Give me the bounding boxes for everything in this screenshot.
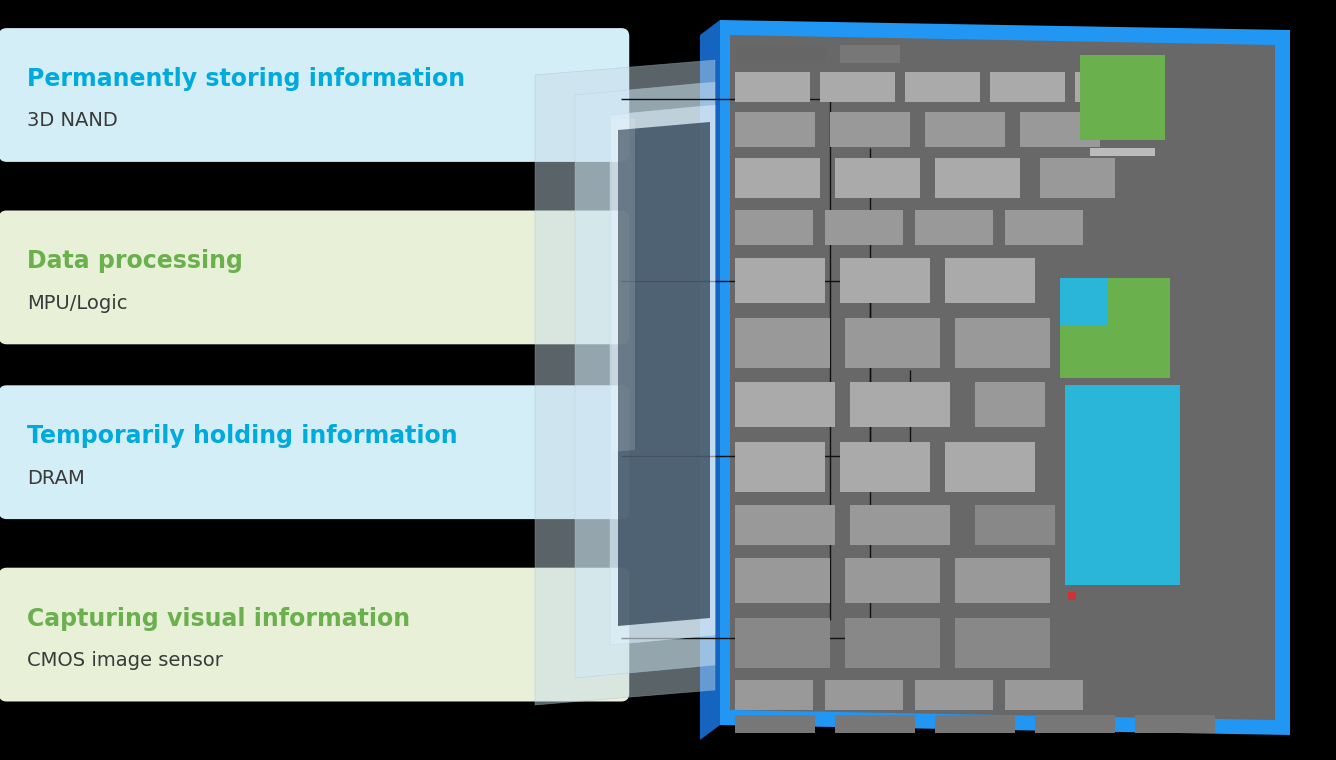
Polygon shape (826, 680, 903, 710)
Polygon shape (1035, 715, 1116, 733)
Polygon shape (1075, 72, 1150, 102)
Polygon shape (840, 45, 900, 63)
Text: Capturing visual information: Capturing visual information (27, 606, 410, 631)
Polygon shape (955, 558, 1050, 603)
Polygon shape (915, 210, 993, 245)
Polygon shape (720, 20, 1291, 735)
Text: DRAM: DRAM (27, 469, 84, 488)
Polygon shape (925, 112, 1005, 147)
Polygon shape (835, 715, 915, 733)
Polygon shape (820, 72, 895, 102)
Polygon shape (935, 158, 1019, 198)
Polygon shape (844, 558, 941, 603)
Polygon shape (844, 618, 941, 668)
Polygon shape (844, 318, 941, 368)
Polygon shape (975, 505, 1055, 545)
Polygon shape (904, 72, 981, 102)
Text: Temporarily holding information: Temporarily holding information (27, 424, 457, 448)
Text: Data processing: Data processing (27, 249, 243, 274)
Polygon shape (850, 505, 950, 545)
Polygon shape (700, 20, 720, 740)
Polygon shape (1019, 112, 1100, 147)
Polygon shape (735, 210, 814, 245)
Polygon shape (612, 118, 635, 452)
Polygon shape (735, 72, 810, 102)
Polygon shape (840, 258, 930, 303)
Polygon shape (945, 258, 1035, 303)
Polygon shape (840, 442, 930, 492)
Polygon shape (955, 618, 1050, 668)
FancyBboxPatch shape (0, 28, 629, 162)
Polygon shape (735, 442, 826, 492)
Polygon shape (574, 82, 715, 678)
Polygon shape (735, 158, 820, 198)
Polygon shape (735, 45, 826, 63)
Polygon shape (735, 618, 830, 668)
Polygon shape (611, 105, 715, 645)
Polygon shape (735, 505, 835, 545)
Polygon shape (735, 258, 826, 303)
FancyBboxPatch shape (0, 385, 629, 519)
Polygon shape (835, 158, 921, 198)
Polygon shape (729, 35, 1275, 720)
Polygon shape (619, 122, 709, 626)
Polygon shape (735, 715, 815, 733)
Polygon shape (1005, 210, 1083, 245)
Polygon shape (1079, 55, 1165, 140)
Polygon shape (1039, 158, 1116, 198)
Polygon shape (1065, 385, 1180, 585)
Text: CMOS image sensor: CMOS image sensor (27, 651, 223, 670)
FancyBboxPatch shape (0, 211, 629, 344)
Polygon shape (830, 112, 910, 147)
Polygon shape (975, 382, 1045, 427)
Text: Permanently storing information: Permanently storing information (27, 67, 465, 91)
Polygon shape (735, 382, 835, 427)
Polygon shape (945, 442, 1035, 492)
Polygon shape (1059, 278, 1108, 326)
Polygon shape (1136, 715, 1214, 733)
Polygon shape (735, 558, 830, 603)
Text: MPU/Logic: MPU/Logic (27, 294, 127, 313)
Polygon shape (1067, 592, 1075, 600)
Polygon shape (735, 680, 814, 710)
Polygon shape (534, 60, 715, 705)
Polygon shape (1005, 680, 1083, 710)
Polygon shape (990, 72, 1065, 102)
Polygon shape (915, 680, 993, 710)
FancyBboxPatch shape (0, 568, 629, 701)
Text: 3D NAND: 3D NAND (27, 112, 118, 131)
Polygon shape (955, 318, 1050, 368)
Polygon shape (735, 112, 815, 147)
Polygon shape (1059, 278, 1170, 378)
Polygon shape (935, 715, 1015, 733)
Polygon shape (850, 382, 950, 427)
Polygon shape (1090, 148, 1156, 156)
Polygon shape (826, 210, 903, 245)
Polygon shape (735, 318, 830, 368)
